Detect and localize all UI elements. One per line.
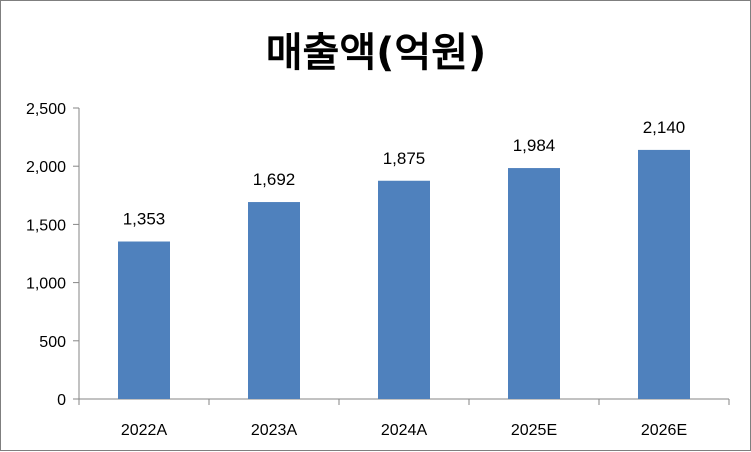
plot-area: 0 500 1,000 1,500 2,000 2,500 1,353 2022A 1,692 2… — [26, 101, 730, 439]
y-tick-label: 2,500 — [26, 101, 66, 118]
bar — [378, 180, 430, 399]
y-tick-label: 500 — [39, 334, 66, 351]
chart-title: 매출액(억원) — [266, 30, 487, 76]
bar — [248, 202, 300, 399]
y-tick-label: 1,500 — [26, 217, 66, 234]
y-tick-label: 2,000 — [26, 159, 66, 176]
bar — [118, 241, 170, 399]
bar — [508, 168, 560, 399]
x-tick-label: 2022A — [121, 422, 168, 439]
data-label: 1,353 — [123, 210, 166, 229]
y-tick-label: 0 — [57, 392, 66, 409]
data-label: 1,984 — [513, 136, 556, 155]
y-tick-label: 1,000 — [26, 276, 66, 293]
x-tick-label: 2023A — [251, 422, 298, 439]
x-tick-label: 2024A — [381, 422, 428, 439]
bar — [638, 149, 690, 399]
data-label: 1,692 — [253, 170, 296, 189]
data-label: 2,140 — [643, 118, 686, 137]
x-tick-label: 2025E — [511, 422, 557, 439]
x-tick-label: 2026E — [641, 422, 687, 439]
data-label: 1,875 — [383, 149, 426, 168]
